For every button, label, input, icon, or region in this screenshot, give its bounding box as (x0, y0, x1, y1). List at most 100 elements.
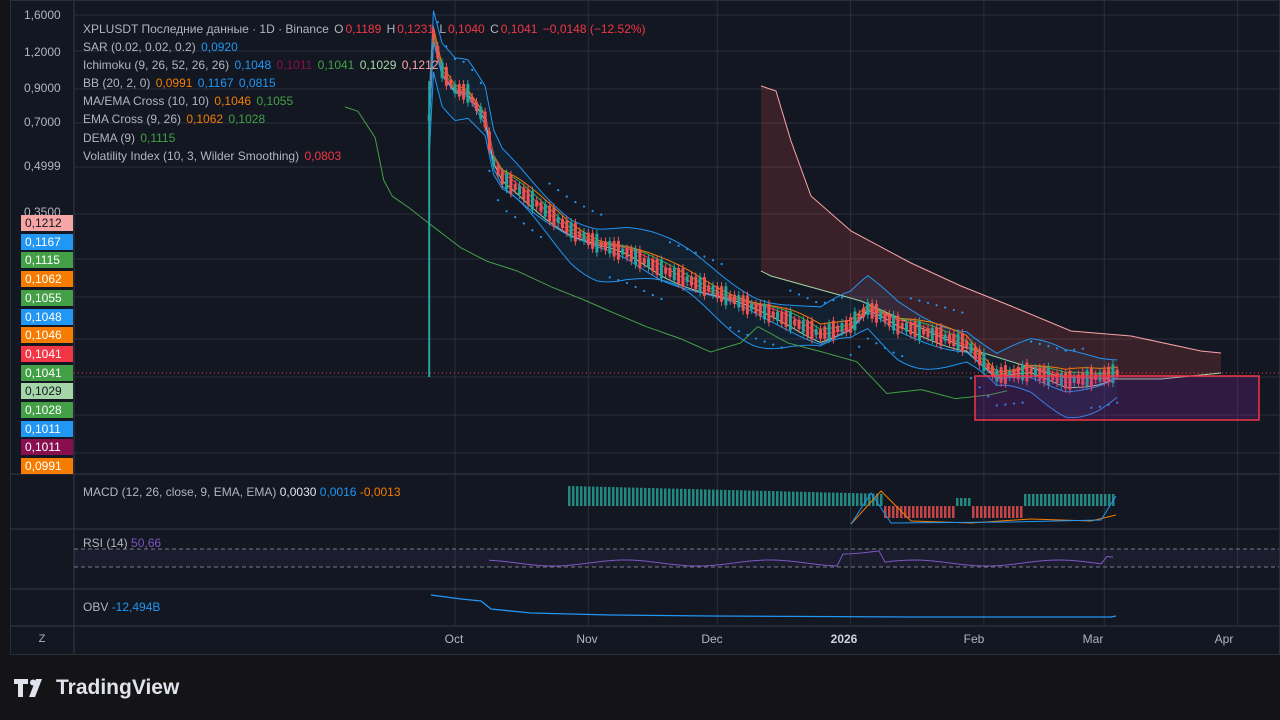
sar-dot (797, 293, 801, 296)
candle-body (1003, 365, 1007, 384)
candle-body (801, 320, 805, 333)
macd-hist-value: -0,0013 (359, 485, 401, 499)
macd-bar (756, 490, 759, 506)
candle-body (655, 259, 659, 275)
sar-dot (608, 276, 611, 279)
obv-line-group (430, 594, 1117, 618)
candle-body (1094, 374, 1098, 381)
obv-legend[interactable]: OBV -12,494B (83, 600, 160, 614)
candle-body (909, 322, 913, 335)
rsi-legend[interactable]: RSI (14) 50,66 (83, 536, 161, 550)
macd-bar (880, 493, 883, 506)
candle-body (530, 190, 534, 210)
macd-bar (832, 492, 835, 506)
legend-bb[interactable]: BB (20, 2, 0) 0,0991 0,1167 0,0815 (83, 76, 278, 90)
timezone-button[interactable]: Z (38, 633, 46, 645)
candle-body (1077, 374, 1080, 384)
legend-vol-index[interactable]: Volatility Index (10, 3, Wilder Smoothin… (83, 149, 343, 163)
macd-bar (808, 492, 811, 506)
macd-bar (1012, 506, 1015, 518)
legend-ichimoku[interactable]: Ichimoku (9, 26, 52, 26, 26) 0,1048 0,10… (83, 58, 440, 72)
macd-bar (604, 486, 607, 506)
time-axis-label: Apr (1214, 632, 1234, 646)
candle-body (1038, 367, 1042, 381)
candle-body (956, 333, 960, 350)
candle-body (952, 333, 956, 347)
sar-dot (892, 351, 895, 354)
macd-bar (592, 486, 595, 506)
candle-body (1029, 368, 1033, 375)
rsi-line-group (74, 548, 1279, 568)
legend-symbol-line[interactable]: XPLUSDT Последние данные · 1D · Binance … (83, 22, 648, 36)
macd-bar (908, 506, 911, 518)
candle-body (892, 314, 896, 331)
sar-dot (643, 289, 646, 293)
sar-dot (505, 210, 508, 213)
candlesticks (427, 25, 1119, 394)
candle-body (698, 276, 702, 293)
candle-body (982, 352, 986, 372)
time-axis-label: Feb (963, 632, 985, 646)
macd-bar (1040, 494, 1043, 506)
macd-bar (568, 486, 571, 506)
macd-bar (596, 486, 599, 506)
macd-bar (820, 492, 823, 506)
macd-legend[interactable]: MACD (12, 26, close, 9, EMA, EMA) 0,0030… (83, 485, 401, 499)
candle-body (763, 303, 767, 320)
chart-frame[interactable] (10, 0, 1280, 655)
macd-bar (724, 489, 727, 506)
candle-body (672, 267, 676, 281)
candle-body (599, 241, 603, 248)
candle-body (664, 267, 668, 274)
macd-bar (868, 493, 871, 506)
candle-body (466, 83, 470, 103)
macd-bar (1060, 494, 1063, 506)
macd-bar (960, 498, 963, 506)
sar-dot (686, 248, 689, 251)
candle-body (1034, 368, 1037, 378)
candle-body (621, 248, 625, 255)
candle-body (1107, 366, 1111, 383)
candle-body (629, 248, 633, 262)
candle-body (509, 174, 513, 194)
candle-body (827, 323, 831, 340)
obv-label: OBV (83, 600, 109, 614)
candle-body (668, 267, 672, 277)
ohlc-close: 0,1041 (500, 22, 538, 36)
macd-bar (748, 490, 751, 506)
candle-body (616, 240, 620, 260)
sar-dot (462, 60, 465, 63)
legend-dema[interactable]: DEMA (9) 0,1115 (83, 131, 177, 145)
sar-dot (866, 337, 869, 340)
candle-body (702, 277, 706, 296)
macd-histogram (568, 486, 1117, 525)
sar-dot (479, 81, 482, 85)
candle-body (771, 311, 775, 318)
candle-body (935, 327, 939, 343)
ema-cross-value: 0,1062 (186, 112, 224, 126)
macd-bar (988, 506, 991, 518)
legend-ema-cross[interactable]: EMA Cross (9, 26) 0,1062 0,1028 (83, 112, 267, 126)
macd-bar (1032, 494, 1035, 506)
macd-bar (684, 488, 687, 506)
sar-dot (1055, 347, 1059, 350)
candle-body (750, 303, 754, 310)
macd-bar (876, 493, 879, 506)
macd-bar (944, 506, 947, 518)
time-axis-label: Oct (444, 632, 464, 646)
candle-body (1081, 372, 1085, 385)
chart-canvas[interactable] (11, 1, 1279, 654)
candle-body (535, 200, 539, 207)
macd-bar (1000, 506, 1003, 518)
legend-sar[interactable]: SAR (0.02, 0.02, 0.2) 0,0920 (83, 40, 240, 54)
macd-bar (744, 490, 747, 506)
macd-bar (584, 486, 587, 506)
macd-bar (664, 488, 667, 506)
legend-ma-cross[interactable]: MA/EMA Cross (10, 10) 0,1046 0,1055 (83, 94, 295, 108)
macd-bar (980, 506, 983, 518)
sar-dot (453, 57, 457, 60)
candle-body (685, 276, 689, 283)
tradingview-logo[interactable]: TradingView (14, 676, 179, 700)
vol-index-label: Volatility Index (10, 3, Wilder Smoothin… (83, 149, 300, 163)
candle-body (1016, 366, 1020, 380)
